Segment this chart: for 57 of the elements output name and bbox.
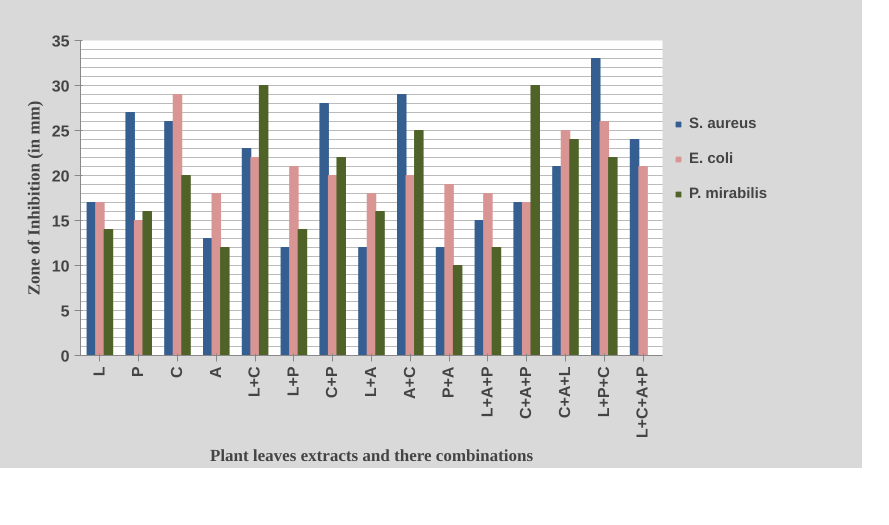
bar [444, 184, 454, 356]
bar [396, 94, 407, 356]
legend-label: P. mirabilis [689, 185, 768, 202]
bar [375, 211, 385, 356]
bar [172, 94, 182, 356]
bar [414, 130, 424, 356]
bar [483, 193, 493, 356]
bar [560, 130, 570, 356]
bar [590, 58, 601, 356]
x-tick-label: L [91, 366, 108, 376]
x-tick-label: A [208, 366, 225, 378]
legend-label: E. coli [689, 150, 734, 167]
x-tick-label: L+A [363, 366, 380, 398]
x-tick-label: C [169, 366, 186, 378]
x-tick-label: L+P+C [596, 366, 613, 418]
bar [366, 193, 376, 356]
x-axis-title: Plant leaves extracts and there combinations [210, 446, 534, 466]
bar [258, 85, 268, 356]
y-tick-label: 10 [52, 258, 70, 276]
bar [181, 175, 191, 356]
x-tick-label: C+A+P [518, 366, 536, 419]
bar [638, 166, 648, 356]
bar [452, 265, 462, 356]
bar [319, 103, 329, 356]
bar [298, 229, 308, 356]
bar [220, 247, 230, 356]
bar [289, 166, 299, 356]
bar [212, 193, 222, 356]
x-tick-label: L+A+P [479, 366, 496, 418]
bar [600, 121, 610, 356]
bar [95, 202, 105, 356]
bar [569, 139, 579, 356]
y-tick-label: 0 [60, 348, 70, 366]
y-axis-title: Zone of Inhibition (in mm) [24, 100, 44, 296]
y-tick-label: 35 [52, 34, 70, 50]
x-tick-label: P [130, 366, 148, 378]
x-tick-label: L+C+A+P [634, 366, 652, 438]
x-tick-label: C+A+L [557, 366, 574, 418]
x-tick-label: A+C [402, 366, 419, 399]
y-tick-label: 5 [60, 304, 70, 320]
bar [492, 247, 502, 356]
y-tick-label: 20 [52, 168, 70, 186]
bar [125, 112, 135, 356]
bar [530, 85, 540, 356]
x-tick-label: C+P [324, 366, 342, 398]
x-tick-label: L+C [246, 366, 264, 398]
y-tick-label: 30 [52, 78, 70, 96]
bar [104, 229, 114, 356]
x-tick-label: L+P [285, 366, 302, 396]
y-tick-label: 15 [52, 214, 70, 230]
bar [142, 211, 152, 356]
x-tick-label: P+A [440, 366, 458, 398]
bar [630, 139, 640, 356]
y-tick-label: 25 [52, 124, 70, 140]
legend-label: S. aureus [689, 115, 757, 132]
bar [608, 157, 618, 356]
bar [336, 157, 346, 356]
